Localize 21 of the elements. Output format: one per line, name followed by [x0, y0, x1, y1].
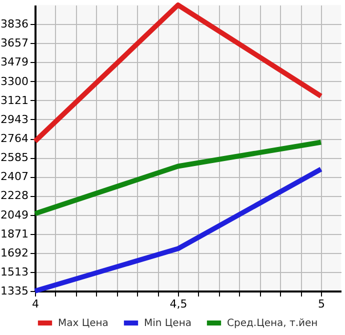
- y-tick-label: 3836: [0, 18, 28, 31]
- y-tick-label: 2943: [0, 112, 28, 126]
- legend-label: Min Цена: [144, 318, 192, 329]
- legend-label: Сред.Цена, т.йен: [227, 318, 318, 329]
- x-tick-label: 4,5: [170, 298, 188, 310]
- y-tick-label: 2585: [0, 151, 28, 164]
- y-tick-label: 1335: [0, 284, 28, 298]
- y-tick-label: 2049: [0, 208, 28, 222]
- x-tick-label: 5: [318, 298, 325, 310]
- y-tick-label: 3121: [0, 94, 28, 107]
- y-tick-label: 2764: [0, 132, 28, 145]
- y-tick-label: 3300: [0, 74, 28, 88]
- y-tick-label: 3479: [0, 56, 28, 69]
- y-tick-label: 1513: [0, 266, 28, 279]
- y-tick-label: 3657: [0, 36, 28, 50]
- y-tick-label: 2407: [0, 170, 28, 184]
- legend-label: Max Цена: [58, 318, 108, 329]
- y-tick-label: 2228: [0, 189, 28, 202]
- y-tick-label: 1871: [0, 227, 28, 240]
- y-tick-label: 1692: [0, 246, 28, 260]
- x-tick-label: 4: [32, 298, 39, 310]
